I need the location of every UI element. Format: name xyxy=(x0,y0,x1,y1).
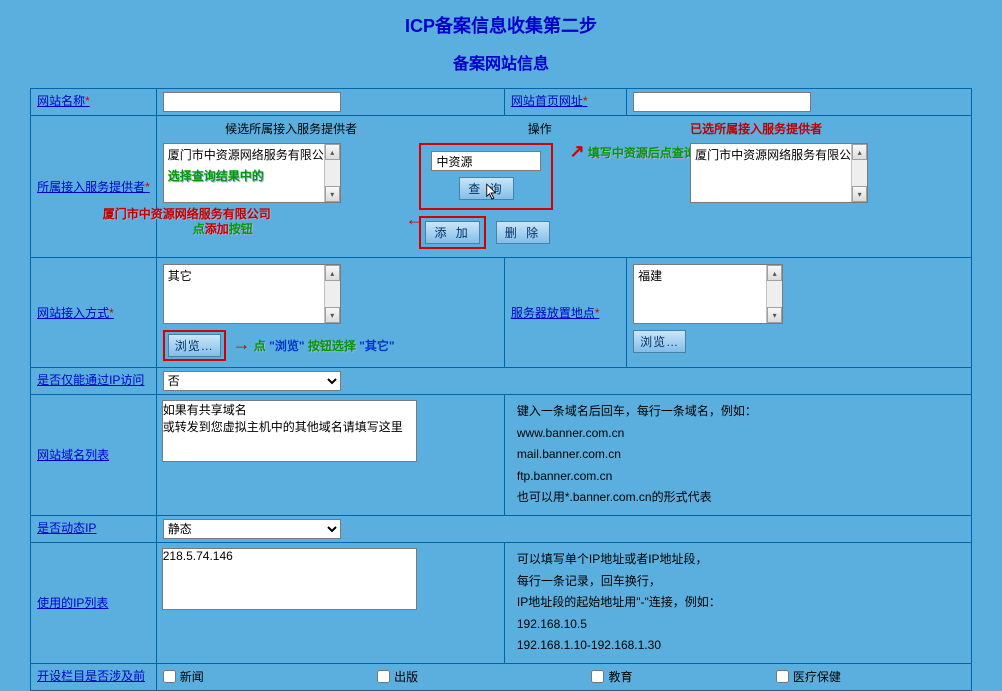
hint-text: 192.168.10.5 xyxy=(517,614,959,636)
selected-head: 已选所属接入服务提供者 xyxy=(660,120,965,143)
label-content: 开设栏目是否涉及前 xyxy=(37,669,145,683)
arrow-left-icon: ← xyxy=(405,209,423,230)
iponly-select[interactable]: 否 xyxy=(163,371,341,391)
page-title: ICP备案信息收集第二步 xyxy=(0,0,1002,44)
hint-text: 键入一条域名后回车，每行一条域名，例如： xyxy=(517,401,959,423)
site-name-input[interactable] xyxy=(163,92,341,112)
selected-listbox[interactable]: 厦门市中资源网络服务有限公司 ▴ ▾ xyxy=(690,143,868,203)
anno-browse-mid: 按钮选择 xyxy=(308,339,356,353)
label-access: 网站接入方式 xyxy=(37,306,109,320)
cb-publish[interactable]: 出版 xyxy=(377,668,418,685)
label-homepage: 网站首页网址 xyxy=(511,94,583,108)
op-head: 操作 xyxy=(419,120,660,143)
anno-add-prefix: 点 xyxy=(193,222,205,236)
anno-add-mid: 添加 xyxy=(205,222,229,236)
cb-med[interactable]: 医疗保健 xyxy=(776,668,841,685)
scroll-up-icon[interactable]: ▴ xyxy=(325,265,340,281)
form-table: 网站名称* 网站首页网址* 所属接入服务提供者* 候选所属接入服务提供者 操作 … xyxy=(30,88,972,691)
label-domains: 网站域名列表 xyxy=(37,448,109,462)
hint-text: IP地址段的起始地址用"-"连接，例如： xyxy=(517,592,959,614)
anno-browse-prefix: 点 xyxy=(254,339,266,353)
anno-fill: 填写中资源后点查询 xyxy=(588,146,696,160)
anno-browse-word: "浏览" xyxy=(269,339,304,353)
browse-access-button[interactable]: 浏览… xyxy=(168,334,221,357)
hint-text: mail.banner.com.cn xyxy=(517,444,959,466)
server-loc-item[interactable]: 福建 xyxy=(634,265,782,286)
anno-browse-qita: "其它" xyxy=(359,339,394,353)
scroll-up-icon[interactable]: ▴ xyxy=(767,265,782,281)
access-item[interactable]: 其它 xyxy=(164,265,340,286)
anno-add-suffix: 按钮 xyxy=(229,222,253,236)
add-button[interactable]: 添 加 xyxy=(425,221,479,244)
scroll-up-icon[interactable]: ▴ xyxy=(325,144,340,160)
arrow-right-icon: → xyxy=(232,334,250,354)
hint-text: ftp.banner.com.cn xyxy=(517,466,959,488)
label-iponly: 是否仅能通过IP访问 xyxy=(37,373,144,387)
selected-item[interactable]: 厦门市中资源网络服务有限公司 xyxy=(691,144,867,165)
label-dynip: 是否动态IP xyxy=(37,521,96,535)
scroll-down-icon[interactable]: ▾ xyxy=(767,307,782,323)
scroll-down-icon[interactable]: ▾ xyxy=(852,186,867,202)
server-loc-listbox[interactable]: 福建 ▴ ▾ xyxy=(633,264,783,324)
scroll-down-icon[interactable]: ▾ xyxy=(325,307,340,323)
label-site-name: 网站名称 xyxy=(37,94,85,108)
hint-text: 每行一条记录，回车换行， xyxy=(517,571,959,593)
label-provider: 所属接入服务提供者 xyxy=(37,180,145,194)
hint-text: 可以填写单个IP地址或者IP地址段， xyxy=(517,549,959,571)
cb-news[interactable]: 新闻 xyxy=(163,668,204,685)
browse-loc-button[interactable]: 浏览… xyxy=(633,330,686,353)
label-ips: 使用的IP列表 xyxy=(37,596,108,610)
label-server-loc: 服务器放置地点 xyxy=(511,306,595,320)
delete-button[interactable]: 删 除 xyxy=(496,221,550,244)
dynip-select[interactable]: 静态 xyxy=(163,519,341,539)
page-subtitle: 备案网站信息 xyxy=(0,44,1002,88)
scroll-up-icon[interactable]: ▴ xyxy=(852,144,867,160)
domains-textarea[interactable] xyxy=(162,400,417,462)
scroll-down-icon[interactable]: ▾ xyxy=(325,186,340,202)
cb-edu[interactable]: 教育 xyxy=(591,668,632,685)
candidate-head: 候选所属接入服务提供者 xyxy=(163,120,420,143)
arrow-icon: ↗ xyxy=(569,141,584,161)
provider-search-input[interactable] xyxy=(431,151,541,171)
candidate-item[interactable]: 厦门市中资源网络服务有限公司 xyxy=(164,144,340,165)
candidate-listbox[interactable]: 厦门市中资源网络服务有限公司 选择查询结果中的 ▴ ▾ xyxy=(163,143,341,203)
anno-select: 选择查询结果中的 xyxy=(164,165,340,186)
query-button[interactable]: 查 询 xyxy=(459,177,513,200)
hint-text: 也可以用*.banner.com.cn的形式代表 xyxy=(517,487,959,509)
homepage-input[interactable] xyxy=(633,92,811,112)
hint-text: 192.168.1.10-192.168.1.30 xyxy=(517,635,959,657)
hint-text: www.banner.com.cn xyxy=(517,423,959,445)
access-listbox[interactable]: 其它 ▴ ▾ xyxy=(163,264,341,324)
